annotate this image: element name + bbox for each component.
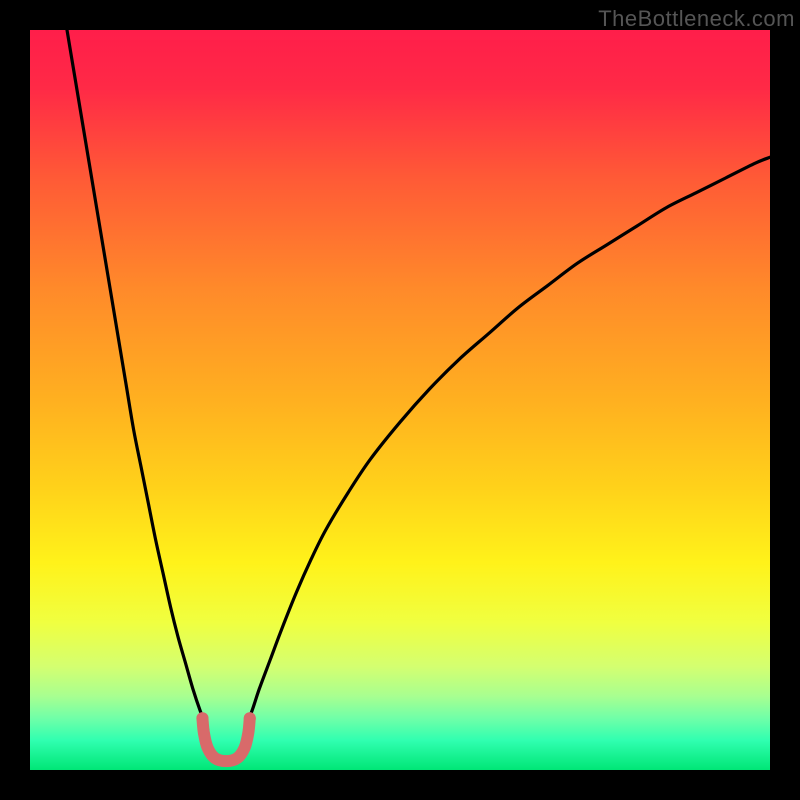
curve-right	[245, 157, 770, 729]
watermark-text: TheBottleneck.com	[598, 6, 795, 32]
plot-curves	[30, 30, 770, 770]
valley-marker-cap-right	[244, 712, 256, 724]
valley-marker	[202, 718, 249, 761]
plot-area	[30, 30, 770, 770]
valley-marker-cap-left	[196, 712, 208, 724]
curve-left	[67, 30, 208, 729]
